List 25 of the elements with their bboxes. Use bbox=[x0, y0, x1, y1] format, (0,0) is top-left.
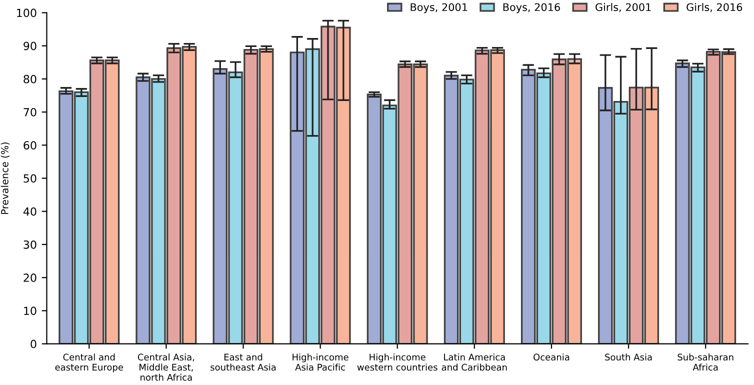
x-tick-label: South Asia bbox=[605, 354, 652, 361]
y-tick-label: 90 bbox=[24, 42, 36, 50]
y-tick-label: 20 bbox=[24, 274, 36, 282]
x-tick-label: High-income Asia Pacific bbox=[292, 354, 348, 371]
x-tick-label: East and southeast Asia bbox=[210, 354, 276, 371]
y-tick-label: 60 bbox=[24, 141, 36, 150]
y-tick-label: 40 bbox=[23, 207, 36, 216]
y-tick-label: 0 bbox=[30, 340, 36, 348]
y-tick-label: 80 bbox=[24, 74, 36, 84]
y-tick-label: 100 bbox=[17, 8, 36, 18]
legend-label: Girls, 2016 bbox=[686, 3, 742, 12]
x-tick-label: High-income western countries bbox=[357, 354, 438, 371]
x-tick-label: Central and eastern Europe bbox=[55, 354, 124, 372]
legend-label: Boys, 2016 bbox=[503, 3, 560, 14]
x-tick-label: Latin America and Caribbean bbox=[442, 354, 507, 371]
x-tick-label: Sub-saharan Africa bbox=[678, 354, 734, 371]
y-axis-title: Prevalence (%) bbox=[0, 142, 10, 214]
y-tick-label: 70 bbox=[24, 108, 36, 116]
x-tick-label: Central Asia, Middle East, north Africa bbox=[138, 354, 194, 381]
legend-label: Boys, 2001 bbox=[410, 3, 468, 14]
legend-label: Girls, 2001 bbox=[596, 3, 651, 12]
y-tick-label: 50 bbox=[24, 174, 36, 183]
y-tick-label: 30 bbox=[24, 240, 36, 249]
y-tick-label: 10 bbox=[24, 306, 36, 316]
x-tick-label: Oceania bbox=[534, 354, 570, 361]
